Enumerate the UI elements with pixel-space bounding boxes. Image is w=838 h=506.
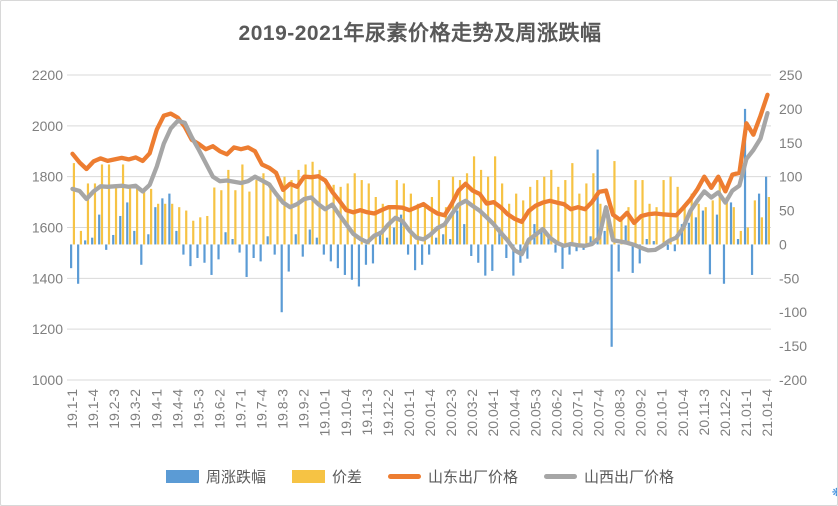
svg-text:19.7-4: 19.7-4 — [254, 389, 270, 429]
svg-text:1200: 1200 — [32, 321, 63, 337]
legend-label-1: 价差 — [331, 469, 362, 486]
svg-text:20.03-2: 20.03-2 — [464, 389, 480, 437]
watermark-artifact: ❋ — [832, 486, 837, 499]
svg-text:19.10-4: 19.10-4 — [338, 389, 354, 437]
legend-label-2: 山东出厂价格 — [428, 469, 519, 486]
svg-text:19.4-4: 19.4-4 — [169, 389, 185, 429]
svg-text:50: 50 — [779, 203, 795, 219]
legend-label-0: 周涨跌幅 — [205, 469, 266, 486]
svg-text:19.6-2: 19.6-2 — [211, 389, 227, 429]
svg-text:200: 200 — [779, 101, 803, 117]
chart-title: 2019-2021年尿素价格走势及周涨跌幅 — [238, 22, 602, 45]
svg-text:-150: -150 — [779, 338, 807, 354]
svg-text:19.11-3: 19.11-3 — [359, 389, 375, 436]
svg-text:150: 150 — [779, 135, 803, 151]
svg-text:1800: 1800 — [32, 169, 63, 185]
x-axis: 19.1-1 19.1-4 19.2-3 19.3-2 19.4-1 19.4-4 19.5… — [64, 389, 775, 437]
svg-text:250: 250 — [779, 67, 803, 83]
svg-text:1400: 1400 — [32, 270, 63, 286]
svg-text:20.08-3: 20.08-3 — [612, 389, 628, 437]
y-axis-left: 2200 2000 1800 1600 1400 1200 1000 — [32, 67, 63, 388]
legend-swatch-1-bar — [291, 470, 325, 483]
svg-text:20.10-1: 20.10-1 — [654, 389, 670, 437]
svg-text:19.10-1: 19.10-1 — [317, 389, 333, 437]
svg-text:19.12-2: 19.12-2 — [380, 389, 396, 437]
svg-text:20.01-4: 20.01-4 — [422, 389, 438, 437]
svg-text:20.11-3: 20.11-3 — [696, 389, 712, 436]
svg-text:20.07-4: 20.07-4 — [591, 389, 607, 437]
svg-text:100: 100 — [779, 169, 803, 185]
line-series-1 — [70, 110, 770, 257]
svg-text:19.2-3: 19.2-3 — [106, 389, 122, 429]
chart-legend: 周涨跌幅 价差 山东出厂价格 山西出厂价格 — [1, 466, 837, 487]
legend-swatch-2-line — [388, 474, 421, 479]
legend-item-0: 周涨跌幅 — [165, 466, 266, 487]
svg-text:20.04-4: 20.04-4 — [506, 389, 522, 437]
svg-text:19.4-1: 19.4-1 — [148, 389, 164, 429]
legend-swatch-3-line — [544, 474, 578, 479]
y-axis-right: 250 200 150 100 50 0 -50 -100 -150 -200 — [779, 67, 807, 388]
svg-text:2000: 2000 — [32, 118, 63, 134]
svg-text:19.9-2: 19.9-2 — [296, 389, 312, 429]
svg-text:20.10-4: 20.10-4 — [675, 389, 691, 437]
svg-text:21.01-1: 21.01-1 — [738, 389, 754, 437]
svg-text:1600: 1600 — [32, 220, 63, 236]
legend-item-3: 山西出厂价格 — [544, 466, 674, 487]
svg-text:20.04-1: 20.04-1 — [485, 389, 501, 437]
svg-text:-100: -100 — [779, 304, 807, 320]
svg-text:1000: 1000 — [32, 372, 63, 388]
svg-text:20.05-3: 20.05-3 — [527, 389, 543, 437]
legend-label-3: 山西出厂价格 — [584, 469, 675, 486]
legend-item-2: 山东出厂价格 — [388, 466, 518, 487]
svg-text:0: 0 — [779, 236, 787, 252]
svg-text:20.12-2: 20.12-2 — [717, 389, 733, 437]
svg-text:19.1-1: 19.1-1 — [64, 389, 80, 429]
svg-text:19.3-2: 19.3-2 — [127, 389, 143, 429]
svg-text:19.1-4: 19.1-4 — [85, 389, 101, 429]
svg-text:20.02-3: 20.02-3 — [443, 389, 459, 437]
gridlines — [67, 74, 771, 381]
svg-text:19.8-3: 19.8-3 — [275, 389, 291, 429]
bar-series-0 — [70, 108, 768, 347]
svg-text:20.07-1: 20.07-1 — [569, 389, 585, 437]
svg-text:19.5-3: 19.5-3 — [190, 389, 206, 429]
svg-text:2200: 2200 — [32, 67, 63, 83]
svg-text:-50: -50 — [779, 270, 799, 286]
svg-text:21.01-4: 21.01-4 — [759, 389, 775, 437]
svg-text:20.06-2: 20.06-2 — [548, 389, 564, 437]
svg-text:20.01-1: 20.01-1 — [401, 389, 417, 437]
legend-item-1: 价差 — [291, 466, 362, 487]
svg-text:-200: -200 — [779, 372, 807, 388]
svg-text:20.09-2: 20.09-2 — [633, 389, 649, 437]
svg-text:19.7-1: 19.7-1 — [232, 389, 248, 429]
legend-swatch-0-bar — [165, 470, 199, 483]
